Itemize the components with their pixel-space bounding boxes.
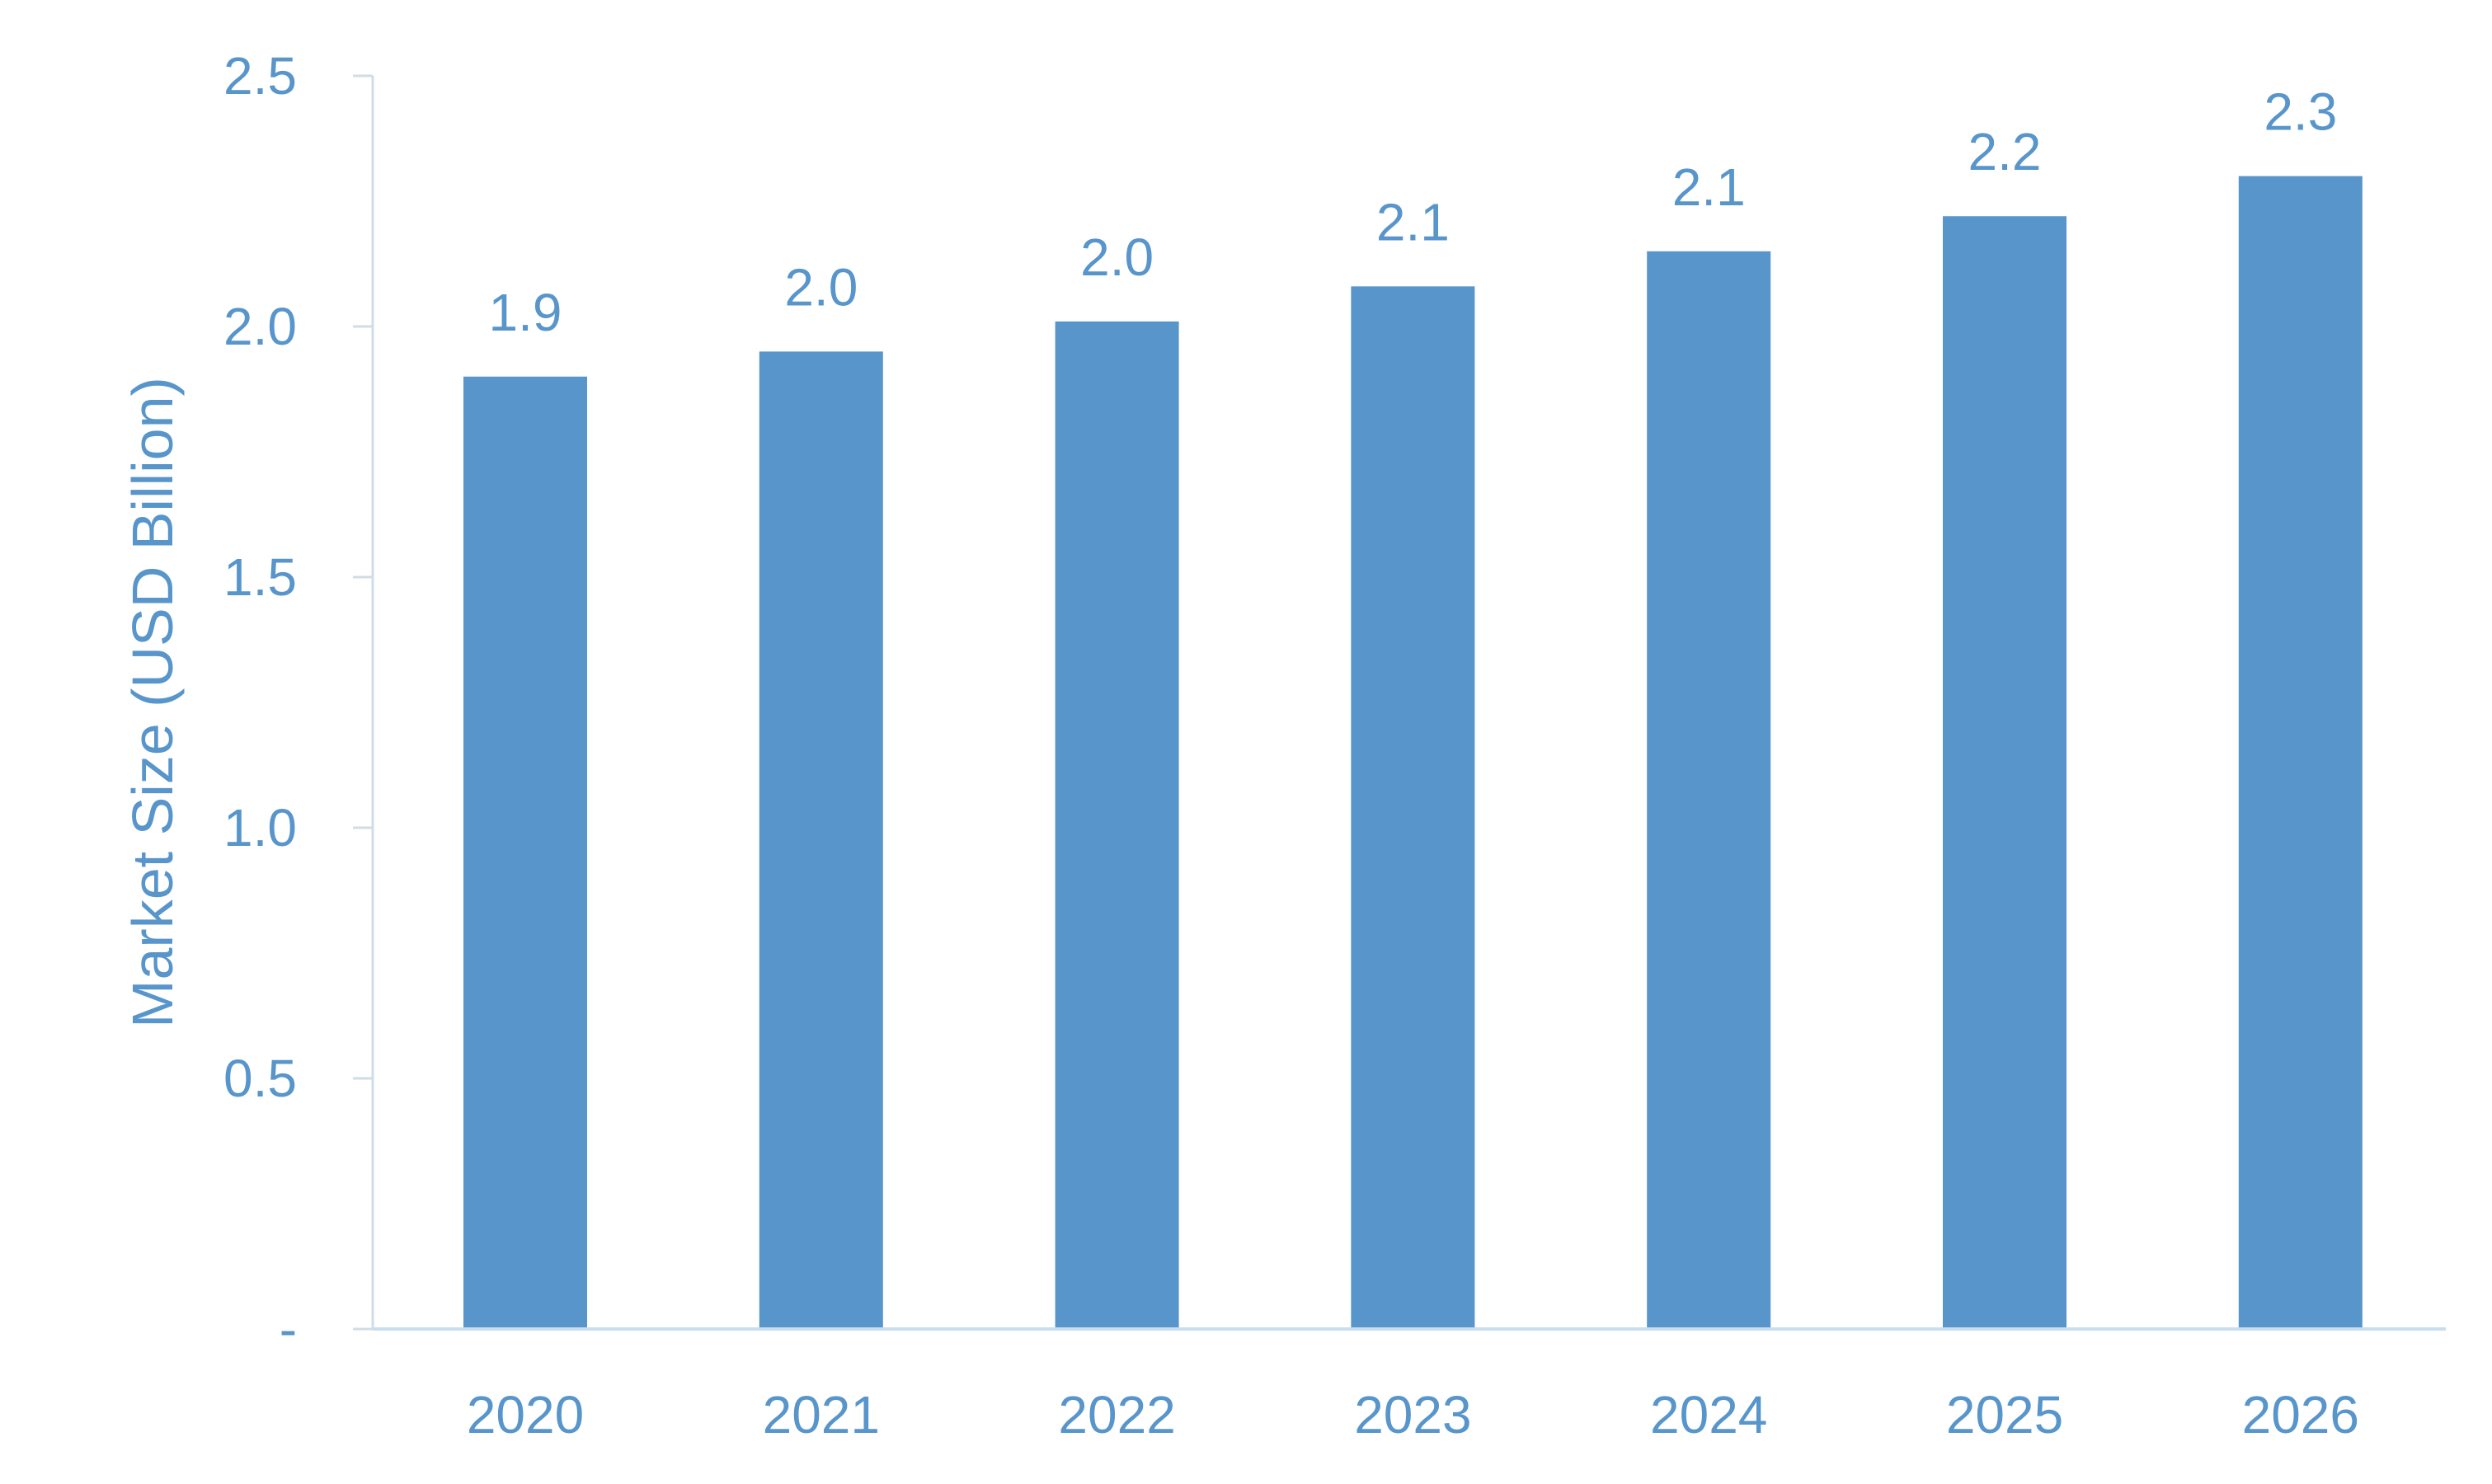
data-label: 2.0 xyxy=(784,257,858,317)
bar xyxy=(2238,176,2363,1330)
y-axis-title: Market Size (USD Billion) xyxy=(120,377,185,1028)
bar xyxy=(759,351,883,1329)
data-label: 2.3 xyxy=(2264,82,2337,142)
bar xyxy=(1055,321,1179,1329)
y-tick-label: 1.0 xyxy=(223,798,297,857)
y-tick-label: - xyxy=(280,1299,297,1359)
data-label: 1.9 xyxy=(489,283,562,342)
bar xyxy=(1351,286,1475,1329)
bars xyxy=(463,176,2363,1330)
x-tick-label: 2020 xyxy=(467,1385,584,1444)
x-tick-label: 2021 xyxy=(763,1385,880,1444)
data-label: 2.0 xyxy=(1080,228,1154,287)
x-axis-ticks: 2020 2021 2022 2023 2024 2025 2026 xyxy=(467,1385,2359,1444)
x-tick-label: 2026 xyxy=(2242,1385,2359,1444)
y-tick-label: 0.5 xyxy=(223,1049,297,1108)
data-label: 2.1 xyxy=(1672,157,1746,217)
data-label: 2.2 xyxy=(1968,122,2042,181)
data-label: 2.1 xyxy=(1376,192,1450,251)
y-tick-label: 1.5 xyxy=(223,547,297,607)
y-axis-ticks: - 0.5 1.0 1.5 2.0 2.5 xyxy=(223,46,373,1359)
data-labels: 1.9 2.0 2.0 2.1 2.1 2.2 2.3 xyxy=(489,82,2338,342)
bar xyxy=(463,376,587,1329)
x-tick-label: 2024 xyxy=(1650,1385,1767,1444)
x-tick-label: 2023 xyxy=(1354,1385,1471,1444)
y-tick-label: 2.0 xyxy=(223,297,297,356)
x-tick-label: 2025 xyxy=(1946,1385,2063,1444)
x-tick-label: 2022 xyxy=(1058,1385,1175,1444)
y-tick-label: 2.5 xyxy=(223,46,297,106)
bar xyxy=(1647,251,1771,1329)
bar xyxy=(1943,216,2066,1329)
